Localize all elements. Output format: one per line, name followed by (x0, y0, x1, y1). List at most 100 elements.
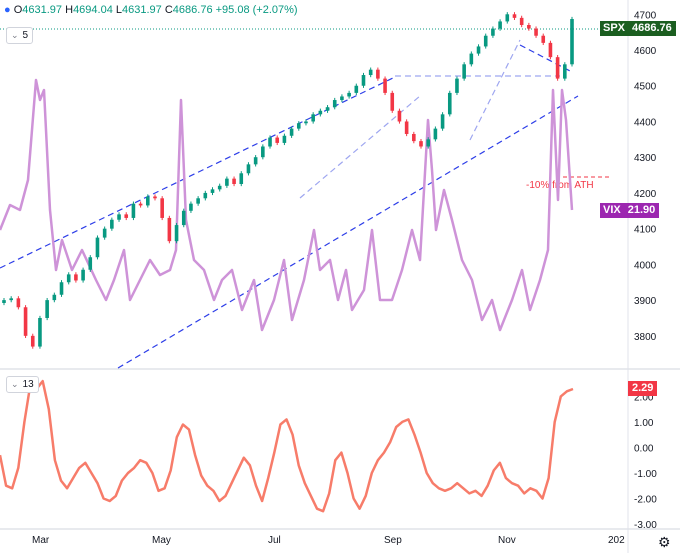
candle-body (153, 196, 157, 199)
candle-body (74, 274, 78, 281)
high-value: 4694.04 (73, 4, 113, 16)
spx-value: 4686.76 (628, 21, 676, 36)
trend-line (469, 39, 521, 141)
candle-body (304, 121, 308, 124)
y-tick-label: 3800 (634, 332, 657, 343)
candle-body (563, 64, 567, 79)
candle-body (541, 35, 546, 43)
candle-body (361, 75, 366, 86)
candle-body (447, 92, 452, 115)
high-label: H (65, 4, 74, 16)
candle-body (174, 225, 179, 242)
candle-body (196, 198, 200, 204)
candle-body (347, 92, 351, 97)
vix-price-tag: VIX 21.90 (600, 203, 660, 218)
candle-body (340, 96, 344, 101)
y-tick-label: 3900 (634, 296, 657, 307)
sub-indicator-value: 13 (22, 379, 34, 390)
candle-body (498, 21, 502, 29)
candle-body (476, 46, 481, 54)
osc-y-tick-label: 1.00 (634, 418, 654, 429)
change-value: +95.08 (+2.07%) (215, 4, 298, 16)
ath-annotation: -10% from ATH (526, 180, 594, 191)
visibility-icon[interactable]: ⌄ (11, 379, 19, 389)
candle-body (102, 228, 107, 238)
osc-y-tick-label: -2.00 (634, 494, 657, 505)
x-tick-label: Jul (268, 535, 281, 546)
main-indicator-legend[interactable]: ⌄ 5 (6, 27, 34, 44)
candle-body (117, 214, 121, 220)
candle-body (239, 173, 244, 184)
gear-icon[interactable]: ⚙ (658, 534, 671, 550)
y-tick-label: 4500 (634, 82, 657, 93)
candle-body (519, 17, 524, 26)
low-label: L (115, 4, 123, 16)
channel-mid-line (299, 95, 421, 199)
candle-body (282, 135, 287, 143)
close-value: 4686.76 (172, 4, 213, 16)
candle-body (45, 300, 49, 318)
candle-body (390, 92, 395, 111)
candle-body (548, 42, 553, 58)
symbol-status-icon: ● (4, 4, 11, 16)
candle-body (203, 192, 208, 199)
close-label: C (164, 4, 173, 16)
open-label: O (13, 4, 23, 16)
candle-body (59, 282, 64, 295)
candle-body (160, 198, 164, 218)
candle-body (383, 78, 387, 93)
x-tick-label: May (152, 535, 171, 546)
candle-body (462, 64, 466, 79)
candle-body (426, 139, 431, 147)
osc-y-tick-label: -3.00 (634, 520, 657, 531)
candle-body (289, 128, 294, 136)
candle-body (131, 203, 136, 218)
candle-body (570, 19, 574, 65)
candle-body (376, 69, 380, 79)
visibility-icon[interactable]: ⌄ (11, 30, 19, 40)
candle-body (491, 28, 495, 36)
candle-body (88, 257, 93, 270)
candle-body (217, 185, 222, 190)
y-tick-label: 4400 (634, 117, 657, 128)
low-value: 4631.97 (122, 4, 162, 16)
open-value: 4631.97 (22, 4, 63, 16)
candle-body (138, 203, 143, 206)
candle-body (246, 164, 251, 174)
candle-body (404, 121, 409, 134)
candle-body (275, 137, 280, 143)
osc-value: 2.29 (632, 382, 654, 394)
candle-body (332, 100, 337, 108)
main-indicator-value: 5 (22, 30, 29, 41)
candle-body (261, 146, 265, 158)
candle-body (2, 300, 6, 303)
candle-body (555, 57, 560, 79)
candle-body (38, 317, 42, 347)
candle-body (412, 133, 416, 142)
y-tick-label: 4100 (634, 225, 657, 236)
osc-y-tick-label: 0.00 (634, 443, 654, 454)
candle-body (505, 14, 510, 22)
candle-body (189, 203, 193, 211)
osc-value-tag: 2.29 (628, 381, 658, 396)
y-tick-label: 4200 (634, 189, 657, 200)
candle-body (512, 14, 517, 18)
spx-price-tag: SPX 4686.76 (600, 21, 676, 36)
channel-lower-line (117, 95, 579, 369)
y-tick-label: 4600 (634, 46, 657, 57)
spx-symbol: SPX (600, 21, 629, 36)
y-tick-label: 4000 (634, 260, 657, 271)
sub-indicator-legend[interactable]: ⌄ 13 (6, 376, 39, 393)
x-tick-label: 202 (608, 535, 625, 546)
candle-body (30, 335, 35, 347)
osc-y-tick-label: 2.00 (634, 392, 654, 403)
candle-body (232, 178, 236, 184)
candle-body (9, 298, 13, 301)
candle-body (419, 141, 423, 147)
vix-value: 21.90 (623, 203, 660, 218)
candle-body (95, 237, 100, 258)
candle-body (23, 307, 28, 336)
candle-body (167, 217, 172, 242)
vix-symbol: VIX (600, 203, 624, 218)
